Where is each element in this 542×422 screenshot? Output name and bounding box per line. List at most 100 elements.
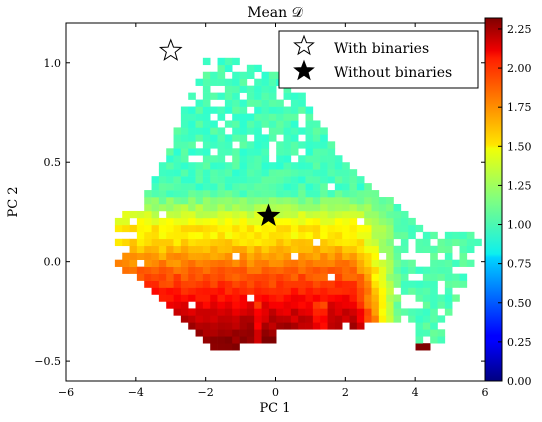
heatmap-cell [349, 287, 358, 295]
heatmap-cell [422, 231, 431, 240]
heatmap-cell [393, 252, 402, 260]
heatmap-cell [276, 155, 284, 163]
heatmap-cell [232, 245, 240, 254]
heatmap-cell [298, 217, 306, 226]
heatmap-cell [188, 134, 196, 142]
heatmap-cell [195, 183, 204, 191]
heatmap-cell [334, 169, 343, 177]
heatmap-cell [202, 169, 211, 177]
heatmap-cell [305, 301, 314, 309]
heatmap-cell [261, 245, 270, 254]
heatmap-cell [158, 176, 167, 184]
heatmap-cell [246, 203, 255, 212]
heatmap-cell [327, 322, 336, 330]
heatmap-cell [378, 280, 387, 288]
heatmap-cell [224, 308, 233, 316]
heatmap-cell [188, 203, 196, 212]
heatmap-cell [408, 259, 416, 267]
heatmap-cell [312, 197, 321, 205]
heatmap-cell [378, 287, 387, 295]
heatmap-cell [400, 217, 409, 226]
heatmap-cell [261, 259, 270, 267]
heatmap-cell [356, 245, 365, 254]
heatmap-cell [188, 238, 196, 247]
heatmap-cell [166, 148, 174, 156]
x-tick-label: −2 [198, 386, 214, 399]
heatmap-cell [166, 217, 174, 226]
heatmap-cell [173, 148, 182, 156]
heatmap-cell [202, 113, 211, 121]
heatmap-cell [224, 266, 233, 274]
heatmap-cell [415, 329, 424, 337]
heatmap-cell [210, 106, 218, 114]
heatmap-cell [268, 224, 277, 233]
heatmap-cell [151, 273, 160, 281]
heatmap-cell [129, 259, 138, 267]
heatmap-cell [393, 308, 402, 316]
heatmap-cell [386, 210, 394, 219]
heatmap-cell [210, 301, 218, 309]
heatmap-cell [283, 85, 292, 93]
heatmap-cell [166, 162, 174, 170]
heatmap-cell [239, 308, 248, 316]
heatmap-cell [195, 245, 204, 254]
heatmap-cell [422, 308, 431, 316]
heatmap-cell [305, 259, 314, 267]
legend-label-without-binaries: Without binaries [334, 65, 452, 81]
heatmap-cell [158, 217, 167, 226]
heatmap-cell [320, 203, 328, 212]
heatmap-cell [188, 287, 196, 295]
heatmap-cell [210, 224, 218, 233]
heatmap-cell [415, 308, 424, 316]
heatmap-cell [232, 113, 240, 121]
heatmap-cell [290, 127, 299, 135]
heatmap-cell [202, 71, 211, 79]
heatmap-cell [246, 162, 255, 170]
heatmap-cell [356, 183, 365, 191]
heatmap-cell [305, 287, 314, 295]
colorbar-tick-label: 1.50 [507, 140, 532, 153]
heatmap-cell [364, 238, 372, 247]
heatmap-cell [188, 176, 196, 184]
heatmap-cell [217, 210, 226, 219]
heatmap-cell [151, 176, 160, 184]
heatmap-cell [180, 294, 189, 302]
heatmap-cell [246, 336, 255, 344]
heatmap-cell [232, 280, 240, 288]
heatmap-cell [180, 308, 189, 316]
heatmap-cell [232, 92, 240, 100]
heatmap-cell [261, 162, 270, 170]
heatmap-cell [202, 217, 211, 226]
heatmap-cell [173, 155, 182, 163]
heatmap-cell [298, 183, 306, 191]
heatmap-cell [173, 238, 182, 247]
heatmap-cell [224, 190, 233, 198]
heatmap-cell [217, 71, 226, 79]
heatmap-cell [327, 162, 336, 170]
legend-open-star-icon [293, 34, 315, 56]
heatmap-cell [378, 210, 387, 219]
heatmap-cell [232, 176, 240, 184]
heatmap-cell [254, 64, 262, 73]
heatmap-cell [400, 245, 409, 254]
heatmap-cell [122, 252, 130, 260]
heatmap-cell [327, 176, 336, 184]
heatmap-cell [356, 301, 365, 309]
heatmap-cell [254, 203, 262, 212]
heatmap-cell [290, 183, 299, 191]
heatmap-cell [290, 210, 299, 219]
heatmap-cell [151, 266, 160, 274]
heatmap-cell [239, 231, 248, 240]
heatmap-cell [166, 197, 174, 205]
heatmap-cell [327, 203, 336, 212]
heatmap-cell [254, 329, 262, 337]
heatmap-cell [327, 252, 336, 260]
heatmap-cell [364, 252, 372, 260]
heatmap-cell [224, 176, 233, 184]
heatmap-cell [283, 252, 292, 260]
heatmap-cell [144, 231, 152, 240]
heatmap-cell [246, 259, 255, 267]
heatmap-cell [305, 273, 314, 281]
heatmap-cell [276, 217, 284, 226]
heatmap-cell [356, 238, 365, 247]
